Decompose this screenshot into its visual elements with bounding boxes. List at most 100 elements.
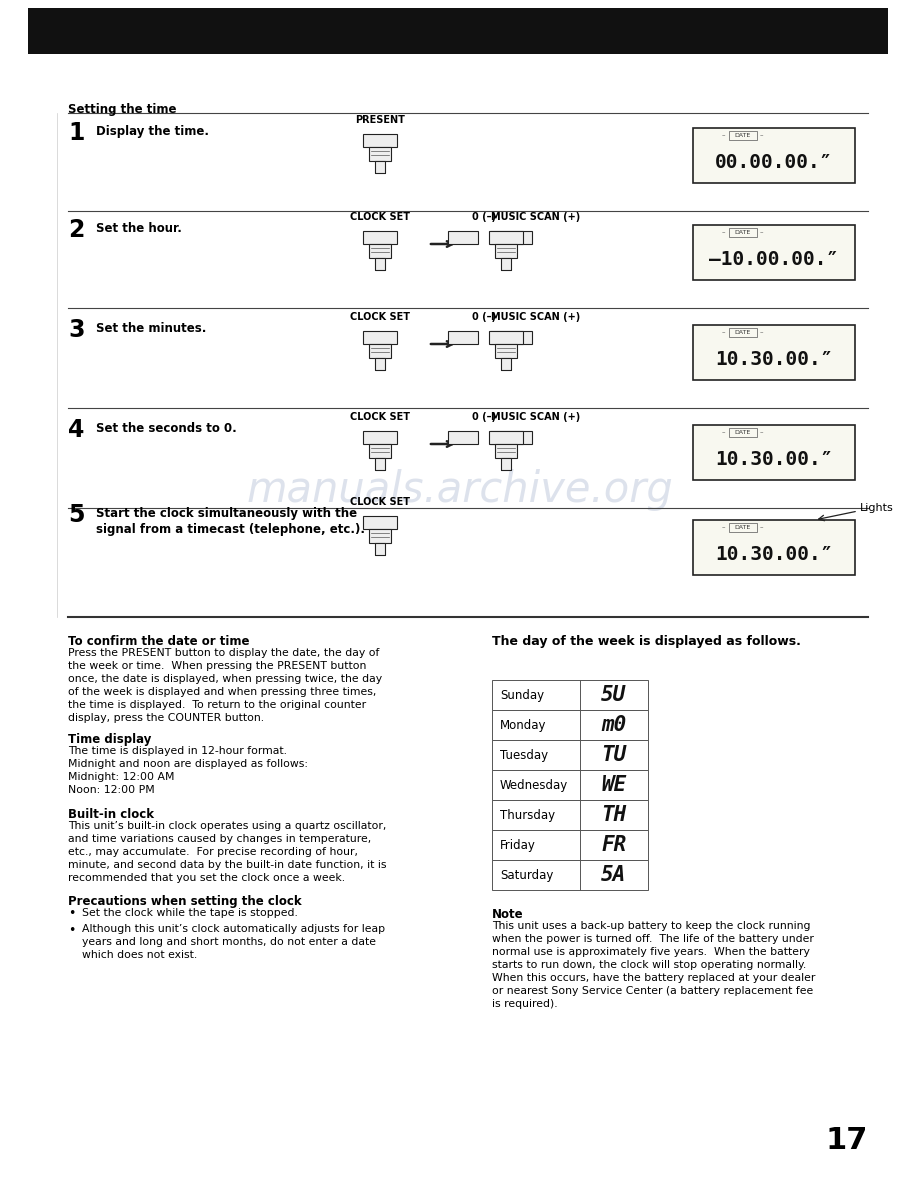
Text: m0: m0 <box>601 715 627 735</box>
Bar <box>363 230 397 244</box>
Text: DATE: DATE <box>734 525 751 530</box>
Text: Note: Note <box>492 908 523 921</box>
Text: Friday: Friday <box>500 839 536 852</box>
Bar <box>369 444 391 459</box>
Bar <box>729 131 756 140</box>
Text: –: – <box>759 524 763 531</box>
Text: Sunday: Sunday <box>500 689 544 701</box>
Text: This unit’s built-in clock operates using a quartz oscillator,
and time variatio: This unit’s built-in clock operates usin… <box>68 821 386 883</box>
Bar <box>492 860 648 890</box>
Text: WE: WE <box>601 775 627 795</box>
Bar <box>448 331 478 345</box>
Text: –: – <box>722 430 725 436</box>
Text: DATE: DATE <box>734 133 751 138</box>
Bar <box>729 523 756 532</box>
Bar <box>363 516 397 529</box>
Text: 5: 5 <box>68 503 84 527</box>
Bar <box>369 529 391 543</box>
Bar <box>490 230 532 244</box>
Text: Monday: Monday <box>500 719 546 732</box>
Text: Tuesday: Tuesday <box>500 748 548 762</box>
Bar <box>490 331 532 345</box>
Bar <box>693 520 855 575</box>
Bar <box>693 326 855 380</box>
Text: Precautions when setting the clock: Precautions when setting the clock <box>68 895 302 908</box>
Text: 5U: 5U <box>601 685 627 704</box>
Bar <box>495 345 517 358</box>
Bar <box>375 543 385 555</box>
Text: TH: TH <box>601 805 627 824</box>
Text: 4: 4 <box>68 418 84 442</box>
Text: 10.30.00.″: 10.30.00.″ <box>715 449 833 468</box>
Text: 2: 2 <box>68 219 84 242</box>
Text: DATE: DATE <box>734 230 751 235</box>
Text: Saturday: Saturday <box>500 868 554 881</box>
Bar <box>489 230 523 244</box>
Bar <box>28 8 888 53</box>
Bar <box>363 431 397 444</box>
Text: Press the PRESENT button to display the date, the day of
the week or time.  When: Press the PRESENT button to display the … <box>68 647 382 723</box>
Text: MUSIC SCAN (+): MUSIC SCAN (+) <box>491 211 580 222</box>
Bar <box>492 740 648 770</box>
Text: •: • <box>68 908 75 921</box>
Bar <box>369 345 391 358</box>
Bar <box>729 428 756 437</box>
Text: Built-in clock: Built-in clock <box>68 808 154 821</box>
Text: 5A: 5A <box>601 865 627 885</box>
Bar <box>501 459 511 470</box>
Bar <box>492 710 648 740</box>
Text: Display the time.: Display the time. <box>96 125 209 138</box>
Text: Set the seconds to 0.: Set the seconds to 0. <box>96 422 237 435</box>
Text: —10.00.00.″: —10.00.00.″ <box>710 249 839 268</box>
Text: Set the hour.: Set the hour. <box>96 222 182 235</box>
Bar <box>495 244 517 258</box>
Bar <box>375 459 385 470</box>
Text: CLOCK SET: CLOCK SET <box>350 497 410 507</box>
Text: MUSIC SCAN (+): MUSIC SCAN (+) <box>491 312 580 322</box>
Bar <box>693 425 855 480</box>
Bar <box>492 770 648 800</box>
Text: –: – <box>759 430 763 436</box>
Bar <box>501 258 511 270</box>
Bar <box>489 331 523 345</box>
Bar <box>490 431 532 444</box>
Text: FR: FR <box>601 835 627 855</box>
Text: 3: 3 <box>68 318 84 342</box>
Text: CLOCK SET: CLOCK SET <box>350 312 410 322</box>
Text: Wednesday: Wednesday <box>500 778 568 791</box>
Bar <box>729 328 756 337</box>
Bar <box>363 331 397 345</box>
Text: –: – <box>722 524 725 531</box>
Text: –: – <box>722 329 725 335</box>
Text: DATE: DATE <box>734 330 751 335</box>
Text: –: – <box>759 133 763 139</box>
Bar <box>693 225 855 280</box>
Text: 0 (–): 0 (–) <box>472 312 496 322</box>
Bar <box>492 800 648 830</box>
Text: Set the minutes.: Set the minutes. <box>96 322 207 335</box>
Text: TU: TU <box>601 745 627 765</box>
Text: To confirm the date or time: To confirm the date or time <box>68 636 250 647</box>
Bar <box>448 431 478 444</box>
Text: Start the clock simultaneously with the
signal from a timecast (telephone, etc.): Start the clock simultaneously with the … <box>96 507 365 536</box>
Text: 00.00.00.″: 00.00.00.″ <box>715 152 833 171</box>
Text: MUSIC SCAN (+): MUSIC SCAN (+) <box>491 412 580 422</box>
Text: –: – <box>722 133 725 139</box>
Text: Time display: Time display <box>68 733 151 746</box>
Text: Thursday: Thursday <box>500 809 555 821</box>
Text: –: – <box>759 329 763 335</box>
Bar <box>369 147 391 162</box>
Bar <box>492 680 648 710</box>
Text: 17: 17 <box>825 1126 868 1155</box>
Text: DATE: DATE <box>734 430 751 435</box>
Bar <box>369 244 391 258</box>
Text: Set the clock while the tape is stopped.: Set the clock while the tape is stopped. <box>82 908 297 917</box>
Text: 10.30.00.″: 10.30.00.″ <box>715 349 833 368</box>
Text: –: – <box>722 229 725 235</box>
Text: The time is displayed in 12-hour format.
Midnight and noon are displayed as foll: The time is displayed in 12-hour format.… <box>68 746 308 795</box>
Bar <box>492 830 648 860</box>
Text: Lights: Lights <box>860 503 894 513</box>
Bar <box>375 258 385 270</box>
Bar <box>489 431 523 444</box>
Text: 0 (–): 0 (–) <box>472 412 496 422</box>
